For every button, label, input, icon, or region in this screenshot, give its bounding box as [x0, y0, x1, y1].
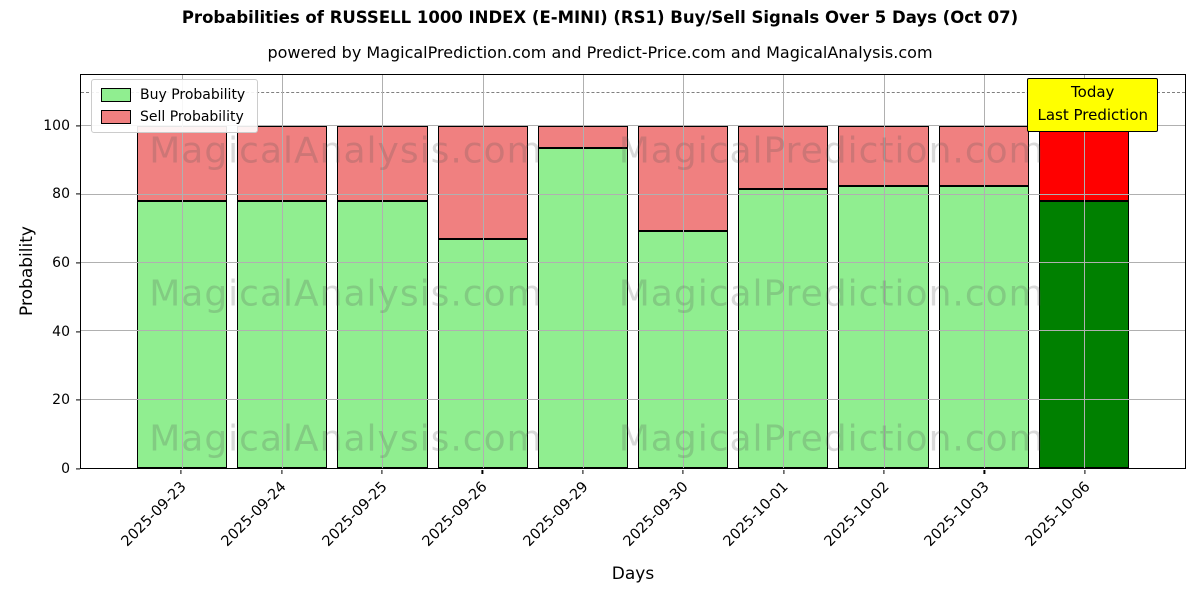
legend-label-buy: Buy Probability — [140, 87, 246, 103]
v-gridline-2025-10-06 — [1084, 75, 1086, 468]
y-tick-mark-40 — [76, 331, 80, 333]
x-tick-mark-2025-09-29 — [582, 470, 584, 474]
plot-area: MagicalAnalysis.com MagicalPrediction.com… — [80, 74, 1186, 469]
v-gridline-2025-10-03 — [983, 75, 985, 468]
x-tick-mark-2025-10-06 — [1084, 470, 1086, 474]
y-tick-label-60: 60 — [52, 254, 70, 271]
watermark-text-1-1: MagicalPrediction.com — [618, 273, 1045, 315]
x-axis-ticks: 2025-09-23 2025-09-24 2025-09-25 2025-09-26… — [80, 469, 1186, 594]
v-gridline-2025-10-01 — [783, 75, 785, 468]
y-tick-mark-80 — [76, 193, 80, 195]
v-gridline-2025-09-30 — [683, 75, 685, 468]
legend-entry-buy: Buy Probability — [101, 87, 245, 103]
watermark-text-0-0: MagicalAnalysis.com — [149, 130, 543, 172]
today-annotation-line1: Today — [1071, 83, 1115, 101]
x-tick-mark-2025-10-03 — [983, 470, 986, 474]
x-tick-mark-2025-09-23 — [180, 470, 182, 474]
buy-swatch-icon — [101, 88, 131, 102]
h-gridline-100 — [81, 125, 1185, 127]
x-tick-label-2025-09-23: 2025-09-23 — [118, 479, 190, 550]
watermark-text-2-0: MagicalAnalysis.com — [149, 418, 543, 460]
y-tick-mark-100 — [76, 124, 80, 127]
x-tick-mark-2025-09-25 — [381, 470, 383, 474]
legend: Buy Probability Sell Probability — [91, 79, 259, 133]
today-annotation-line2: Last Prediction — [1037, 106, 1148, 125]
y-tick-label-40: 40 — [52, 323, 70, 340]
h-gridline-80 — [81, 193, 1185, 195]
v-gridline-2025-09-26 — [482, 75, 484, 468]
y-tick-label-100: 100 — [43, 117, 70, 134]
v-gridline-2025-09-24 — [282, 75, 284, 468]
y-tick-label-0: 0 — [61, 461, 70, 477]
x-tick-label-2025-10-01: 2025-10-01 — [721, 479, 792, 550]
y-tick-mark-20 — [76, 399, 80, 401]
y-tick-mark-60 — [76, 262, 80, 264]
x-tick-label-2025-10-02: 2025-10-02 — [821, 479, 893, 550]
x-tick-label-2025-09-30: 2025-09-30 — [620, 479, 692, 550]
v-gridline-2025-09-29 — [582, 75, 584, 468]
y-tick-label-20: 20 — [52, 392, 70, 409]
h-gridline-20 — [81, 398, 1185, 400]
watermark-text-0-1: MagicalPrediction.com — [618, 130, 1045, 172]
x-tick-label-2025-10-03: 2025-10-03 — [921, 479, 993, 550]
watermark-text-1-0: MagicalAnalysis.com — [149, 273, 543, 315]
chart-title: Probabilities of RUSSELL 1000 INDEX (E-M… — [181, 8, 1019, 27]
x-tick-label-2025-10-06: 2025-10-06 — [1022, 479, 1094, 550]
legend-label-sell: Sell Probability — [140, 109, 244, 125]
y-axis-ticks: 0 20 40 60 80 100 — [0, 74, 80, 477]
x-tick-mark-2025-09-24 — [280, 470, 283, 474]
x-tick-mark-2025-09-26 — [481, 470, 483, 474]
x-tick-label-2025-09-24: 2025-09-24 — [218, 479, 290, 550]
y-tick-mark-0 — [76, 468, 80, 470]
x-tick-mark-2025-10-02 — [883, 470, 885, 474]
y-axis-label: Probability — [17, 226, 37, 316]
h-gridline-40 — [81, 330, 1185, 332]
x-tick-label-2025-09-26: 2025-09-26 — [419, 479, 491, 550]
today-annotation: Today Last Prediction — [1027, 78, 1158, 132]
dashed-threshold-line — [81, 92, 1185, 94]
y-tick-label-80: 80 — [52, 186, 70, 203]
watermark-text-2-1: MagicalPrediction.com — [618, 418, 1045, 460]
x-tick-label-2025-09-29: 2025-09-29 — [520, 479, 592, 550]
h-gridline-60 — [81, 261, 1185, 263]
sell-swatch-icon — [101, 110, 131, 124]
v-gridline-2025-09-25 — [382, 75, 384, 468]
x-tick-mark-2025-09-30 — [682, 470, 684, 474]
x-tick-mark-2025-10-01 — [783, 470, 785, 474]
legend-entry-sell: Sell Probability — [101, 109, 245, 125]
v-gridline-2025-10-02 — [883, 75, 885, 468]
x-tick-label-2025-09-25: 2025-09-25 — [319, 479, 391, 550]
x-axis-label: Days — [611, 564, 655, 584]
v-gridline-2025-09-23 — [181, 75, 183, 468]
chart-subtitle: powered by MagicalPrediction.com and Pre… — [267, 43, 933, 62]
